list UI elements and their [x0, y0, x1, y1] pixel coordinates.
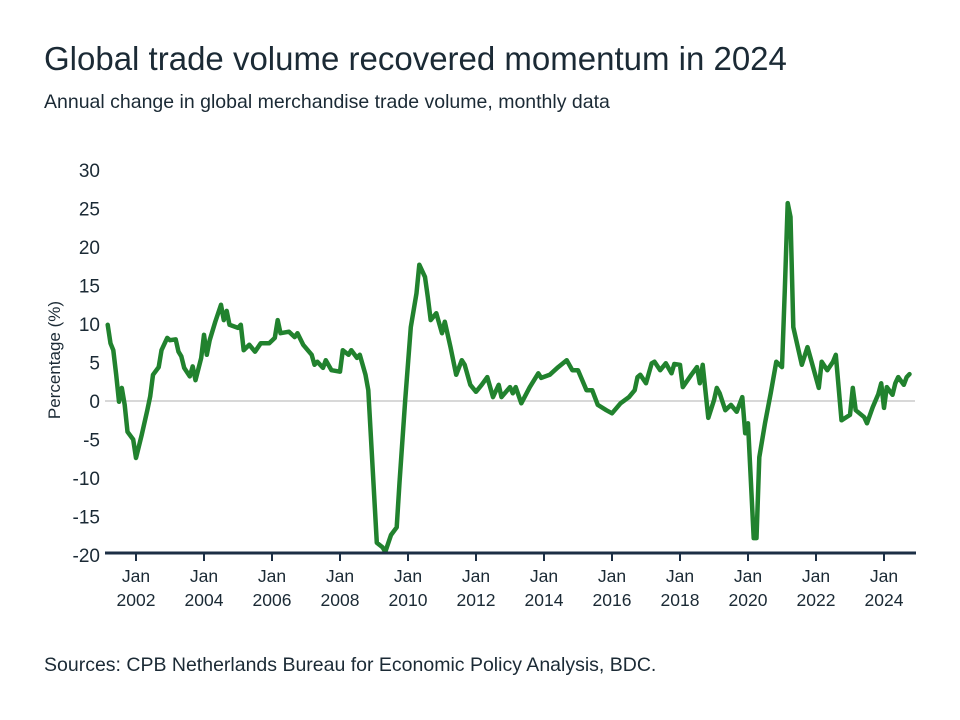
x-tick-label-year: 2018	[661, 590, 700, 610]
y-tick-label: 0	[89, 392, 100, 413]
source-note: Sources: CPB Netherlands Bureau for Econ…	[44, 654, 657, 676]
x-tick-label-year: 2020	[729, 590, 768, 610]
y-tick-label: 20	[79, 238, 100, 259]
y-tick-label: 30	[79, 161, 100, 182]
x-tick-label-month: Jan	[734, 566, 762, 586]
x-tick-label-year: 2010	[389, 590, 428, 610]
x-tick-label-year: 2022	[797, 590, 836, 610]
x-tick-label-year: 2004	[185, 590, 224, 610]
series-line	[105, 200, 912, 555]
x-axis-ticks: Jan 2002 Jan 2004 Jan 2006 Jan 2008 Jan 2010 Jan 20…	[117, 553, 904, 610]
x-tick-label-month: Jan	[394, 566, 422, 586]
x-tick-label-month: Jan	[666, 566, 694, 586]
y-tick-label: 15	[79, 277, 100, 298]
y-axis-label: Percentage (%)	[45, 301, 64, 419]
x-tick-label-month: Jan	[598, 566, 626, 586]
x-tick-label-year: 2002	[117, 590, 156, 610]
x-tick-label-month: Jan	[326, 566, 354, 586]
y-tick-label: 10	[79, 315, 100, 336]
chart-subtitle: Annual change in global merchandise trad…	[44, 91, 610, 113]
y-tick-label: -15	[73, 508, 100, 529]
x-tick-label-year: 2014	[525, 590, 564, 610]
x-tick-label-month: Jan	[122, 566, 150, 586]
x-tick-label-month: Jan	[870, 566, 898, 586]
x-tick-label-year: 2016	[593, 590, 632, 610]
x-tick-label-year: 2024	[865, 590, 904, 610]
y-tick-label: -20	[73, 546, 100, 567]
y-tick-label: 25	[79, 200, 100, 221]
x-tick-label-year: 2008	[321, 590, 360, 610]
y-tick-label: 5	[89, 354, 100, 375]
x-tick-label-month: Jan	[258, 566, 286, 586]
x-tick-label-month: Jan	[530, 566, 558, 586]
chart-title: Global trade volume recovered momentum i…	[44, 40, 787, 77]
x-tick-label-year: 2006	[253, 590, 292, 610]
x-tick-label-month: Jan	[802, 566, 830, 586]
x-tick-label-year: 2012	[457, 590, 496, 610]
y-axis-ticks: 30 25 20 15 10 5 0 -5 -10 -15 -20	[73, 161, 100, 567]
x-tick-label-month: Jan	[190, 566, 218, 586]
x-tick-label-month: Jan	[462, 566, 490, 586]
y-tick-label: -5	[83, 431, 100, 452]
y-tick-label: -10	[73, 469, 100, 490]
